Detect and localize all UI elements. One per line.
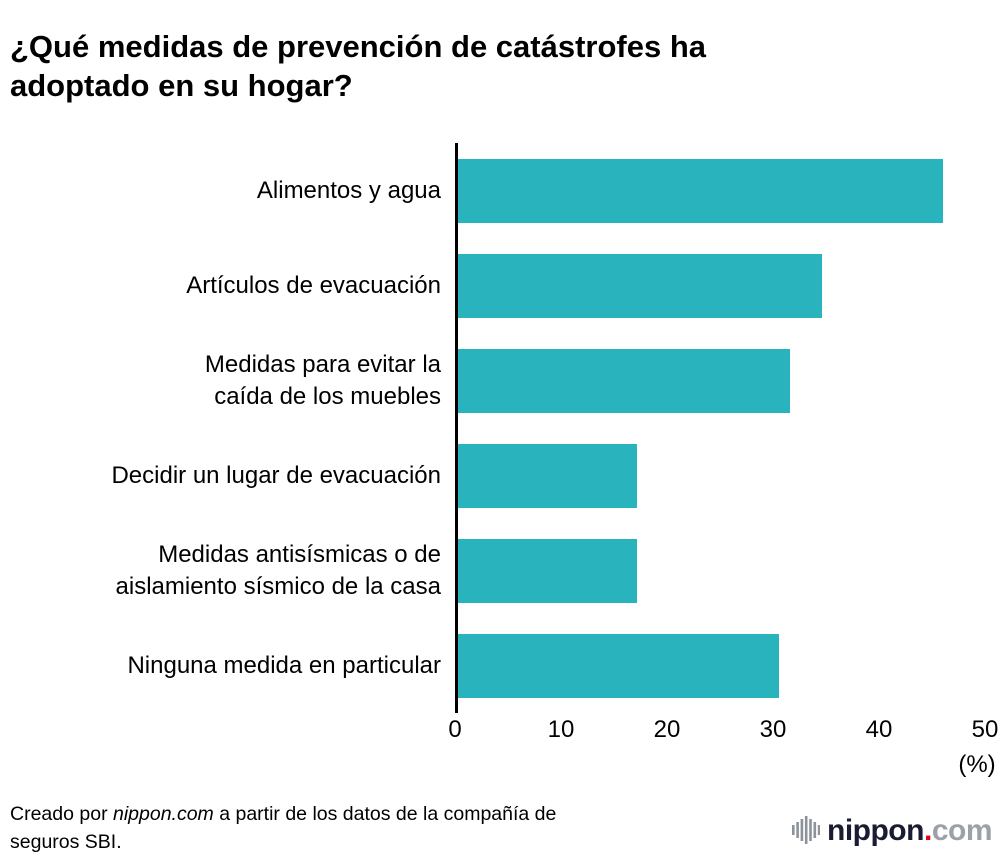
bar-row [458,238,985,333]
x-tick-label: 20 [653,716,681,743]
bar-row [458,428,985,523]
category-label: Ninguna medida en particular [127,651,441,679]
nippon-logo: nippon.com [792,813,993,847]
chart-title-line-2: adoptado en su hogar? [10,67,353,103]
category-label: Alimentos y agua [256,176,441,204]
bar [458,538,638,603]
bar [458,348,790,413]
bar-row [458,333,985,428]
credit-brand: nippon.com [112,803,214,825]
bar [458,443,638,508]
category-label: Medidas antisísmicas o de aislamiento sí… [115,541,441,600]
chart-title: ¿Qué medidas de prevención de catástrofe… [10,27,706,105]
bar [458,633,780,698]
x-axis-ticks: 0 10 20 30 40 50 [448,716,998,748]
logo-red-dot: . [923,813,932,847]
x-tick-label: 30 [759,716,787,743]
bar [458,253,822,318]
x-axis-unit-label: (%) [958,751,996,778]
logo-tld-text: com [931,813,993,847]
category-label: Decidir un lugar de evacuación [111,461,441,489]
credit-prefix: Creado por [10,803,113,825]
credit-suffix: a partir de los datos de la compañía de … [10,803,557,853]
x-tick-label: 0 [448,716,462,743]
bar-row [458,143,985,238]
category-labels: Alimentos y agua Artículos de evacuación M… [0,143,441,713]
x-tick-label: 40 [865,716,893,743]
source-credit: Creado por nippon.com a partir de los da… [10,801,610,856]
bar [458,158,943,223]
x-tick-label: 50 [971,716,999,743]
category-label: Medidas para evitar la caída de los mueb… [204,351,441,410]
logo-wordmark: nippon.com [827,813,993,847]
bar-row [458,523,985,618]
logo-brand-text: nippon [827,813,924,847]
plot-area [455,143,985,713]
chart-title-line-1: ¿Qué medidas de prevención de catástrofe… [10,28,707,64]
category-label: Artículos de evacuación [186,271,441,299]
bar-row [458,618,985,713]
x-tick-label: 10 [547,716,575,743]
soundwave-bars-icon [792,813,820,847]
